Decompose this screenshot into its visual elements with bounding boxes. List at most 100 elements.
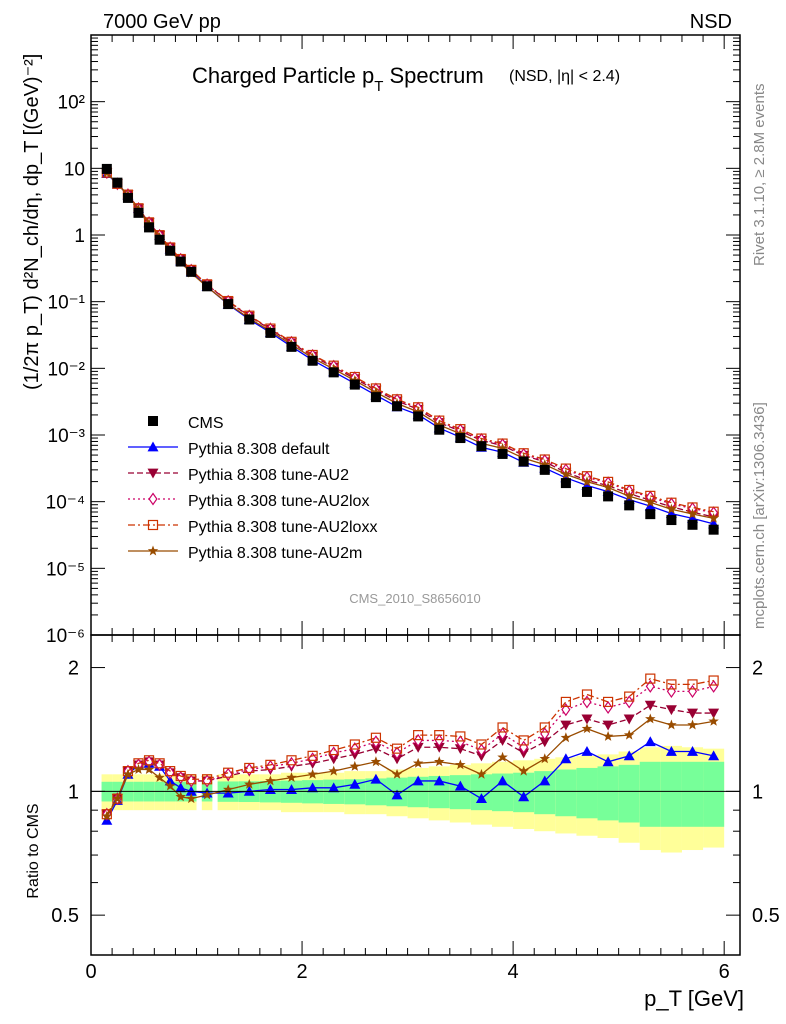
y-tick-label-top: 10⁻² bbox=[48, 359, 86, 380]
y-tick-label-top: 10⁻³ bbox=[48, 426, 86, 447]
mcplots-label: mcplots.cern.ch [arXiv:1306.3436] bbox=[751, 402, 768, 629]
ratio-series-point bbox=[665, 705, 677, 716]
data-point bbox=[328, 367, 339, 378]
y-tick-label-bottom-right: 1 bbox=[752, 781, 763, 803]
ratio-series-point bbox=[539, 737, 551, 748]
ratio-series-point bbox=[165, 766, 176, 777]
ratio-series-point bbox=[645, 673, 656, 684]
x-tick-label: 4 bbox=[508, 961, 519, 983]
ratio-series-point bbox=[518, 791, 530, 802]
ratio-series-point bbox=[645, 713, 656, 724]
data-point bbox=[581, 486, 592, 497]
legend-label: Pythia 8.308 tune-AU2loxx bbox=[188, 519, 377, 536]
ratio-series-point bbox=[434, 730, 445, 741]
chart-title-main: Charged Particle p bbox=[192, 63, 374, 88]
ratio-series-point bbox=[164, 780, 176, 791]
ratio-panel-series bbox=[101, 673, 720, 825]
data-point bbox=[112, 177, 123, 188]
ratio-series-point bbox=[175, 770, 186, 782]
y-tick-label-top: 10⁻⁵ bbox=[46, 559, 85, 580]
ratio-series-point bbox=[455, 735, 465, 749]
legend-marker bbox=[147, 468, 159, 479]
ratio-series-point bbox=[581, 714, 593, 725]
top-series-point bbox=[560, 468, 572, 479]
ratio-band-inner bbox=[555, 769, 577, 817]
top-series-point bbox=[581, 476, 593, 487]
ratio-series-point bbox=[518, 765, 529, 776]
chart-title: Charged Particle pT Spectrum bbox=[192, 63, 484, 95]
y-tick-label-bottom: 1 bbox=[68, 781, 79, 803]
ratio-series-point bbox=[328, 765, 339, 776]
ratio-series-point bbox=[349, 760, 361, 771]
data-point bbox=[101, 163, 112, 174]
y-tick-label-bottom-right: 0.5 bbox=[752, 905, 780, 927]
ratio-series-point bbox=[370, 732, 382, 743]
y-tick-label-top: 10 bbox=[64, 159, 85, 180]
ratio-series-point bbox=[328, 782, 340, 793]
ratio-series-point bbox=[370, 773, 382, 784]
ratio-series-point bbox=[687, 746, 699, 756]
ratio-series-point bbox=[223, 767, 234, 778]
ratio-series-point bbox=[603, 700, 613, 714]
ratio-series-point bbox=[666, 679, 677, 690]
analysis-label: CMS_2010_S8656010 bbox=[349, 591, 481, 606]
top-series-point bbox=[412, 406, 424, 417]
ratio-series-point bbox=[175, 791, 186, 802]
legend-marker bbox=[147, 441, 159, 452]
y-tick-label-bottom-right: 2 bbox=[752, 658, 763, 680]
top-series-point bbox=[497, 442, 508, 453]
axis-ticks: 0 2 4 6 10⁻⁶ 10⁻⁵ 10⁻⁴ 10⁻³ 10⁻² 10⁻¹ 1 10 10² 0.5 0.5… bbox=[46, 35, 780, 983]
ratio-series-line bbox=[106, 704, 714, 815]
data-point bbox=[244, 314, 255, 325]
ratio-series-point bbox=[265, 759, 276, 770]
ratio-series-line bbox=[106, 677, 714, 815]
ratio-series-point bbox=[185, 785, 197, 796]
ratio-series-point bbox=[687, 708, 699, 719]
ratio-series-point bbox=[708, 750, 720, 761]
top-series-point bbox=[602, 481, 614, 492]
ratio-series-point bbox=[687, 719, 698, 730]
ratio-band-inner bbox=[597, 766, 619, 821]
data-point bbox=[286, 341, 297, 352]
top-series-line bbox=[106, 172, 714, 514]
ratio-series-point bbox=[497, 722, 508, 733]
data-point bbox=[687, 519, 698, 530]
ratio-series-point bbox=[709, 679, 719, 693]
ratio-series-point bbox=[370, 744, 382, 755]
ratio-band-inner bbox=[618, 764, 640, 823]
ratio-series-point bbox=[454, 744, 466, 755]
legend-label: Pythia 8.308 tune-AU2m bbox=[188, 545, 362, 562]
data-point bbox=[122, 192, 133, 203]
ratio-series-point bbox=[391, 768, 403, 779]
ratio-series-point bbox=[560, 720, 572, 731]
top-series-line bbox=[106, 172, 714, 519]
ratio-series-point bbox=[265, 775, 276, 786]
legend-label: Pythia 8.308 default bbox=[188, 441, 330, 458]
ratio-series-point bbox=[665, 746, 677, 756]
ratio-series-point bbox=[222, 784, 234, 795]
ratio-series-point bbox=[244, 778, 255, 789]
ratio-series-line bbox=[106, 685, 714, 815]
ratio-series-point bbox=[122, 768, 134, 779]
ratio-series-point bbox=[286, 755, 297, 766]
ratio-series-point bbox=[413, 733, 423, 747]
data-point bbox=[455, 433, 466, 444]
ratio-series-point bbox=[476, 739, 487, 750]
data-point bbox=[349, 379, 360, 390]
ratio-series-point bbox=[560, 753, 572, 764]
ratio-series-point bbox=[560, 732, 572, 743]
data-point bbox=[539, 464, 550, 475]
data-point bbox=[497, 448, 508, 459]
ratio-series-point bbox=[349, 778, 361, 789]
x-axis-label: p_T [GeV] bbox=[644, 986, 744, 1011]
ratio-band-inner bbox=[492, 773, 514, 812]
ratio-series-point bbox=[412, 775, 424, 786]
ratio-panel-frame bbox=[90, 634, 741, 956]
ratio-series-point bbox=[644, 700, 656, 711]
chart-title-after: Spectrum bbox=[383, 63, 483, 88]
x-tick-label: 0 bbox=[85, 961, 96, 983]
ratio-band-inner bbox=[639, 761, 661, 827]
ratio-band-inner bbox=[534, 771, 556, 815]
ratio-series-point bbox=[581, 689, 593, 700]
ratio-series-point bbox=[624, 691, 635, 702]
